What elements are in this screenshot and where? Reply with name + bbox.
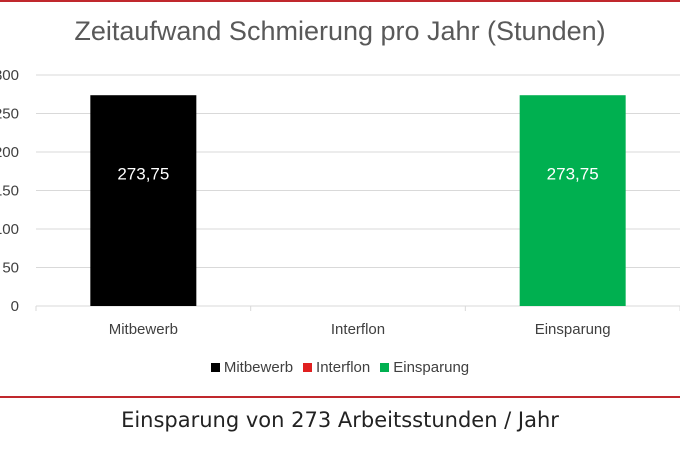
legend-label-mitbewerb: Mitbewerb (223, 359, 294, 376)
footer-caption: Einsparung von 273 Arbeitsstunden / Jahr (121, 408, 559, 432)
legend-label-interflon: Interflon (316, 359, 371, 376)
bar-mitbewerb (90, 95, 197, 307)
y-tick-label-300: 300 (0, 67, 19, 84)
y-tick-label-200: 200 (0, 144, 19, 161)
chart-title: Zeitaufwand Schmierung pro Jahr (Stunden… (74, 16, 606, 46)
y-tick-label-250: 250 (0, 106, 19, 123)
x-category-label-mitbewerb: Mitbewerb (109, 321, 178, 338)
y-tick-label-100: 100 (0, 221, 19, 238)
y-tick-label-150: 150 (0, 183, 19, 200)
divider-rule (0, 396, 680, 398)
legend-swatch-interflon (303, 363, 313, 372)
y-tick-label-50: 50 (2, 260, 19, 277)
data-label-mitbewerb: 273,75 (117, 165, 169, 184)
data-label-einsparung: 273,75 (547, 165, 599, 184)
legend-item-interflon: Interflon (303, 359, 370, 376)
chart-legend: Mitbewerb Interflon Einsparung (0, 359, 680, 376)
legend-swatch-mitbewerb (210, 363, 220, 372)
legend-swatch-einsparung (380, 363, 390, 372)
legend-label-einsparung: Einsparung (393, 359, 470, 376)
x-category-label-einsparung: Einsparung (535, 321, 611, 338)
legend-item-mitbewerb: Mitbewerb (210, 359, 294, 376)
top-rule (0, 0, 680, 2)
y-tick-label-0: 0 (11, 298, 19, 315)
bar-einsparung (519, 95, 626, 307)
legend-item-einsparung: Einsparung (380, 359, 469, 376)
x-category-label-interflon: Interflon (331, 321, 385, 338)
